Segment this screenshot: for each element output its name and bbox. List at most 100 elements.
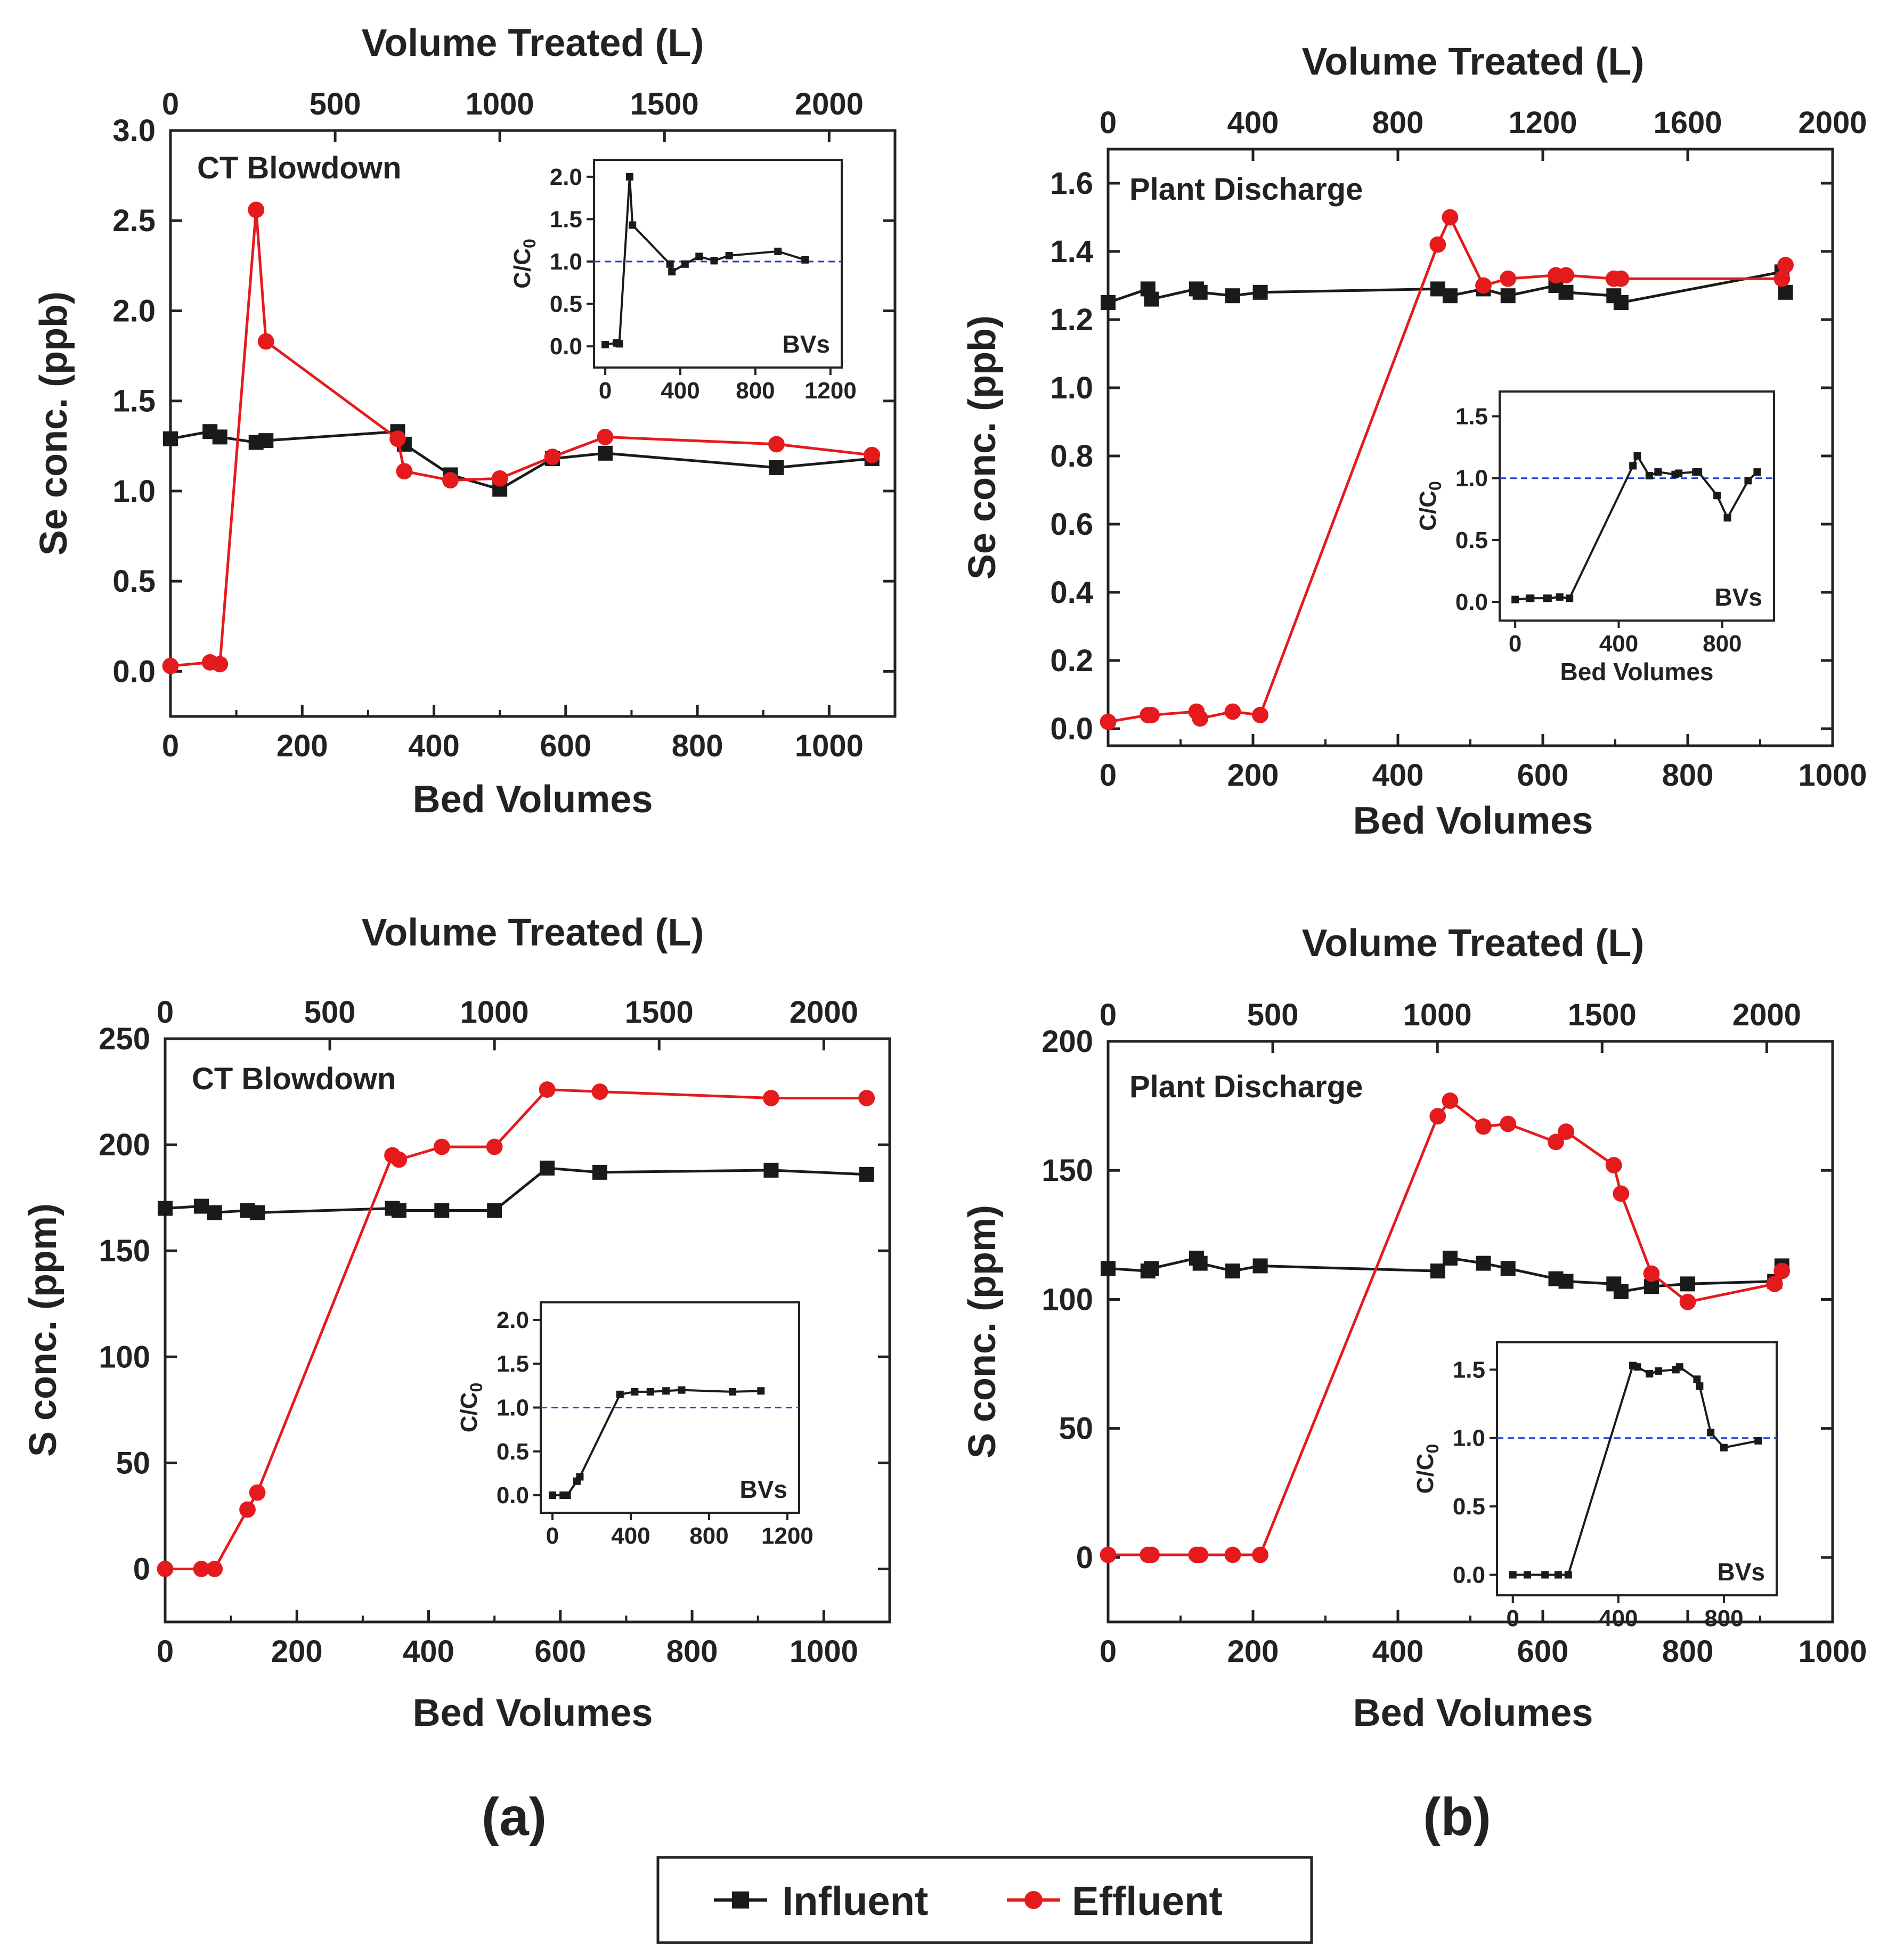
y-tick-label: 100 bbox=[99, 1340, 150, 1374]
y-axis-title: Se conc. (ppb) bbox=[961, 315, 1004, 580]
inset-y-axis-title: C/C0 bbox=[509, 239, 539, 289]
data-point-effluent bbox=[591, 1083, 608, 1100]
y-tick-label: 0 bbox=[133, 1552, 150, 1586]
inset-x-tick-label: 1200 bbox=[804, 378, 857, 404]
x-tick-label: 0 bbox=[162, 729, 179, 763]
top-tick-label: 500 bbox=[1247, 998, 1299, 1032]
inset-y-axis-title-sub: 0 bbox=[1426, 481, 1445, 491]
inset-y-axis-title: C/C0 bbox=[1412, 1444, 1442, 1494]
inset-data-point bbox=[1527, 594, 1535, 602]
top-tick-label: 1500 bbox=[625, 995, 694, 1030]
y-tick-label: 0.6 bbox=[1050, 507, 1093, 542]
inset-y-tick-label: 1.0 bbox=[497, 1395, 529, 1421]
data-point-influent bbox=[1442, 288, 1458, 304]
data-point-effluent bbox=[1777, 257, 1794, 273]
y-tick-label: 0.8 bbox=[1050, 439, 1093, 474]
inset-data-point bbox=[1509, 1571, 1517, 1579]
inset-y-axis-title-main: C/C bbox=[509, 248, 535, 289]
inset-x-tick-label: 400 bbox=[1599, 1605, 1638, 1632]
inset-data-point bbox=[1633, 452, 1641, 460]
data-point-effluent bbox=[442, 472, 459, 489]
y-tick-label: 1.2 bbox=[1050, 303, 1093, 337]
y-tick-label: 0.5 bbox=[112, 564, 156, 599]
data-point-effluent bbox=[249, 1484, 266, 1501]
data-point-effluent bbox=[1100, 713, 1117, 730]
y-tick-label: 2.0 bbox=[112, 293, 156, 328]
data-point-effluent bbox=[1558, 267, 1574, 284]
data-point-influent bbox=[194, 1198, 209, 1214]
inset-y-tick-label: 0.5 bbox=[1453, 1494, 1485, 1520]
inset-x-tick-label: 1200 bbox=[761, 1523, 813, 1549]
data-point-effluent bbox=[1100, 1546, 1117, 1563]
chart-se_ct: 0 200 400 600 800 1000 0 500 1000 1500 2000 0.0 0.5 1… bbox=[32, 22, 897, 821]
data-point-influent bbox=[763, 1162, 779, 1178]
inset-data-point bbox=[1566, 594, 1574, 602]
data-point-effluent bbox=[1558, 1123, 1574, 1140]
plot-frame bbox=[164, 1037, 891, 1624]
data-point-influent bbox=[1192, 1255, 1208, 1271]
inset-data-point bbox=[710, 257, 718, 265]
top-tick-label: 500 bbox=[310, 87, 361, 121]
panel-label-a: (a) bbox=[482, 1787, 547, 1847]
inset-data-point bbox=[1693, 1375, 1701, 1383]
data-point-effluent bbox=[1613, 1185, 1630, 1202]
inset-data-point bbox=[666, 260, 674, 268]
data-point-effluent bbox=[157, 1561, 174, 1577]
data-point-influent bbox=[592, 1164, 607, 1180]
data-point-influent bbox=[1442, 1250, 1458, 1266]
data-point-effluent bbox=[763, 1090, 779, 1106]
x-tick-label: 600 bbox=[534, 1634, 586, 1669]
inset-x-tick-label: 800 bbox=[689, 1523, 728, 1549]
y-axis-title: Se conc. (ppb) bbox=[32, 291, 75, 556]
inset-x-tick-label: 800 bbox=[1703, 631, 1742, 657]
data-point-effluent bbox=[1143, 707, 1160, 723]
data-point-influent bbox=[1778, 284, 1793, 300]
inset-data-point bbox=[625, 173, 633, 181]
data-point-effluent bbox=[486, 1138, 503, 1155]
inset-data-point bbox=[576, 1473, 584, 1481]
inset-data-point bbox=[1523, 1571, 1531, 1579]
inset-x-tick-label: 400 bbox=[1599, 631, 1638, 657]
x-tick-label: 400 bbox=[1372, 758, 1424, 793]
data-point-effluent bbox=[1773, 1262, 1791, 1279]
y-tick-label: 1.6 bbox=[1050, 166, 1093, 201]
inset-y-tick-label: 0.5 bbox=[497, 1439, 529, 1465]
y-axis-title: S conc. (ppm) bbox=[961, 1205, 1004, 1458]
legend-effluent-label: Effluent bbox=[1072, 1879, 1223, 1924]
y-tick-label: 1.0 bbox=[1050, 371, 1093, 405]
x-tick-label: 1000 bbox=[790, 1634, 858, 1669]
data-point-influent bbox=[1192, 284, 1208, 300]
data-point-effluent bbox=[390, 1151, 408, 1168]
data-point-influent bbox=[258, 433, 274, 449]
data-point-effluent bbox=[1429, 236, 1446, 253]
inset-y-tick-label: 0.5 bbox=[1455, 527, 1488, 553]
inset-y-tick-label: 1.5 bbox=[497, 1351, 529, 1377]
x-axis-title: Bed Volumes bbox=[413, 778, 653, 821]
inset-y-axis-title-sub: 0 bbox=[467, 1383, 486, 1392]
y-tick-label: 1.4 bbox=[1050, 234, 1093, 269]
x-tick-label: 200 bbox=[271, 1634, 323, 1669]
data-point-influent bbox=[1476, 1255, 1491, 1271]
inset-data-point bbox=[1564, 1571, 1572, 1579]
inset-data-point bbox=[662, 1387, 670, 1395]
data-point-influent bbox=[598, 445, 613, 461]
inset-data-point bbox=[725, 251, 733, 259]
top-tick-label: 1000 bbox=[460, 995, 529, 1030]
data-point-influent bbox=[1225, 288, 1240, 304]
data-point-effluent bbox=[433, 1138, 450, 1155]
inset-y-tick-label: 1.5 bbox=[1455, 403, 1488, 429]
inset-data-point bbox=[616, 1390, 624, 1398]
data-point-effluent bbox=[1252, 1546, 1269, 1563]
chart-annotation: CT Blowdown bbox=[192, 1062, 396, 1096]
top-tick-label: 1200 bbox=[1508, 105, 1577, 140]
data-point-influent bbox=[1101, 295, 1116, 310]
top-tick-label: 1500 bbox=[630, 87, 699, 121]
x-tick-label: 800 bbox=[1662, 1634, 1714, 1669]
data-point-effluent bbox=[491, 470, 508, 487]
inset-frame bbox=[1496, 1341, 1778, 1596]
data-point-effluent bbox=[1475, 1118, 1492, 1135]
inset-data-point bbox=[1646, 1370, 1654, 1378]
